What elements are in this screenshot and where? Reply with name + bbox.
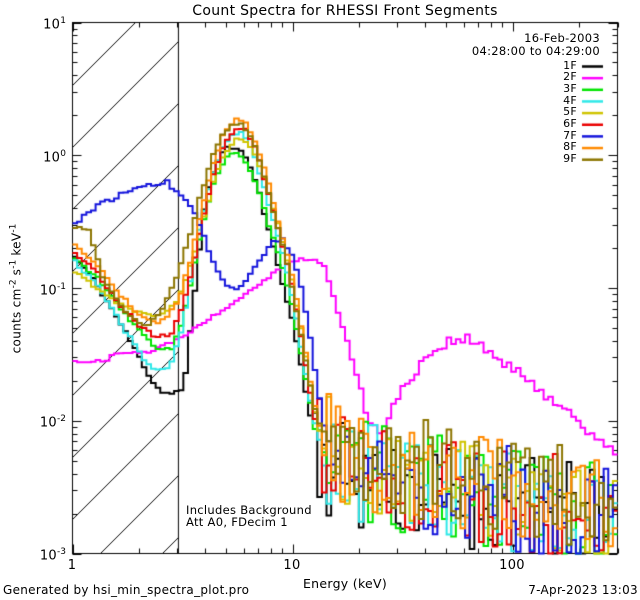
legend-label-9f: 9F: [563, 152, 577, 165]
legend-label-4f: 4F: [563, 94, 577, 107]
legend-label-1f: 1F: [563, 59, 577, 72]
y-tick-label-1e-2: 10-2: [39, 414, 66, 431]
legend-label-3f: 3F: [563, 82, 577, 95]
annotation-includes-background: Includes Background: [186, 503, 312, 517]
y-tick-label-1e0: 100: [43, 149, 66, 166]
obs-time-range: 04:28:00 to 04:29:00: [471, 44, 600, 58]
footer-generated-by: Generated by hsi_min_spectra_plot.pro: [3, 583, 250, 597]
x-tick-label-1: 1: [67, 558, 77, 573]
legend-label-8f: 8F: [563, 140, 577, 153]
legend-label-6f: 6F: [563, 117, 577, 130]
legend-label-5f: 5F: [563, 105, 577, 118]
y-tick-label-1e1: 101: [43, 16, 66, 33]
x-tick-label-10: 10: [283, 558, 301, 573]
footer-timestamp: 7-Apr-2023 13:03: [528, 583, 638, 597]
plot-title: Count Spectra for RHESSI Front Segments: [192, 3, 498, 19]
y-axis-label: counts cm-2 s-1 keV-1: [8, 223, 24, 354]
y-tick-label-1e-1: 10-1: [39, 282, 66, 299]
obs-date: 16-Feb-2003: [524, 31, 600, 45]
legend-label-7f: 7F: [563, 129, 577, 142]
legend-label-2f: 2F: [563, 70, 577, 83]
x-axis-label: Energy (keV): [302, 576, 388, 591]
annotation-attenuator: Att A0, FDecim 1: [186, 515, 288, 529]
y-tick-label-1e-3: 10-3: [39, 547, 66, 564]
x-tick-label-100: 100: [499, 558, 525, 573]
